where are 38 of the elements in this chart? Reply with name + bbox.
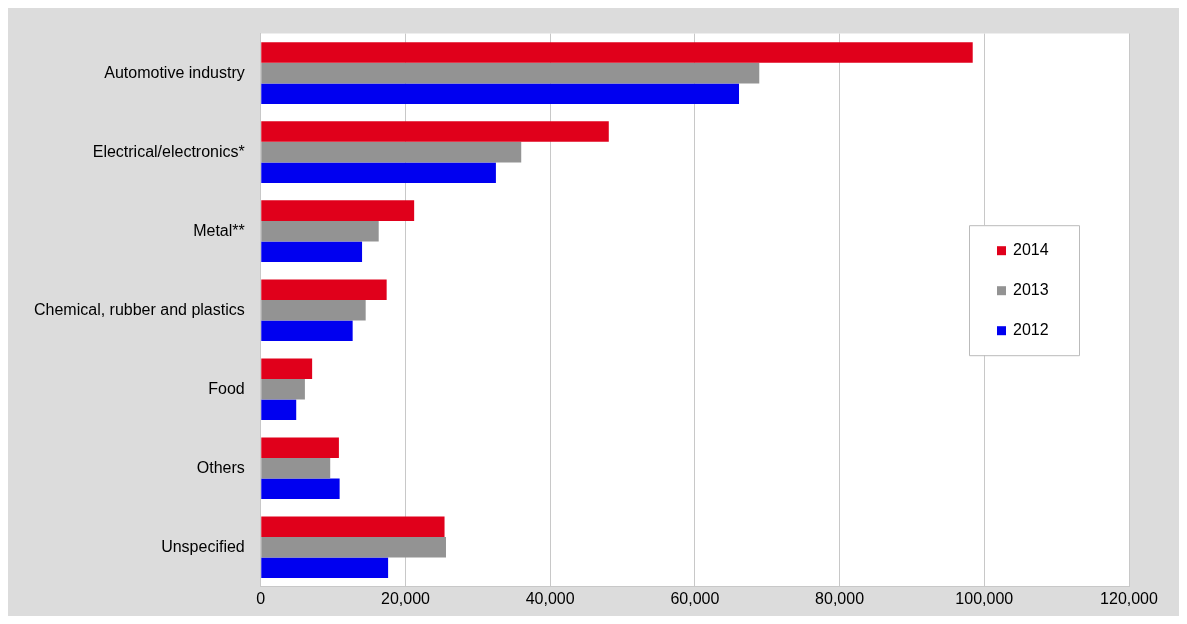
bar xyxy=(261,299,366,321)
bar xyxy=(261,62,760,84)
bar xyxy=(261,378,305,400)
bar xyxy=(261,241,363,262)
bar xyxy=(261,200,415,221)
x-tick-label: 20,000 xyxy=(381,589,431,607)
bar xyxy=(261,516,445,538)
x-tick-label: 80,000 xyxy=(815,589,865,607)
legend-label: 2012 xyxy=(1013,320,1049,338)
bar xyxy=(261,557,389,579)
y-tick-label: Unspecified xyxy=(161,537,245,555)
x-tick-label: 120,000 xyxy=(1100,589,1159,607)
bar xyxy=(261,537,446,558)
x-tick-label: 100,000 xyxy=(955,589,1014,607)
bar xyxy=(261,399,297,421)
bar xyxy=(261,320,353,342)
bar xyxy=(261,358,313,379)
x-tick-label: 40,000 xyxy=(525,589,575,607)
y-tick-label: Food xyxy=(208,379,245,397)
bar xyxy=(261,121,609,142)
bar xyxy=(261,141,522,163)
legend-label: 2013 xyxy=(1013,280,1049,298)
y-tick-label: Others xyxy=(196,458,245,476)
bar xyxy=(261,83,740,104)
bar xyxy=(261,279,387,300)
y-tick-label: Metal** xyxy=(193,221,245,239)
bar xyxy=(261,220,379,242)
legend-label: 2014 xyxy=(1013,240,1049,258)
bar xyxy=(261,478,340,500)
x-tick-label: 60,000 xyxy=(670,589,720,607)
x-tick-label: 0 xyxy=(256,589,266,607)
bar xyxy=(261,162,496,183)
bar xyxy=(261,437,339,458)
bar xyxy=(261,42,973,63)
y-tick-label: Automotive industry xyxy=(104,63,245,81)
y-tick-label: Electrical/electronics* xyxy=(92,142,245,160)
y-tick-label: Chemical, rubber and plastics xyxy=(34,300,245,318)
bar xyxy=(261,457,331,479)
